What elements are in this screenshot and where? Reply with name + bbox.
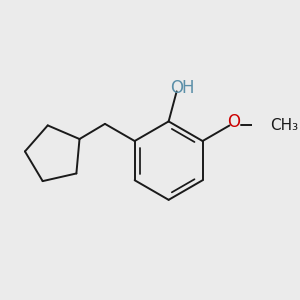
Text: CH₃: CH₃	[270, 118, 298, 133]
Text: H: H	[181, 79, 194, 97]
Text: O: O	[227, 113, 240, 131]
Text: O: O	[171, 79, 184, 97]
